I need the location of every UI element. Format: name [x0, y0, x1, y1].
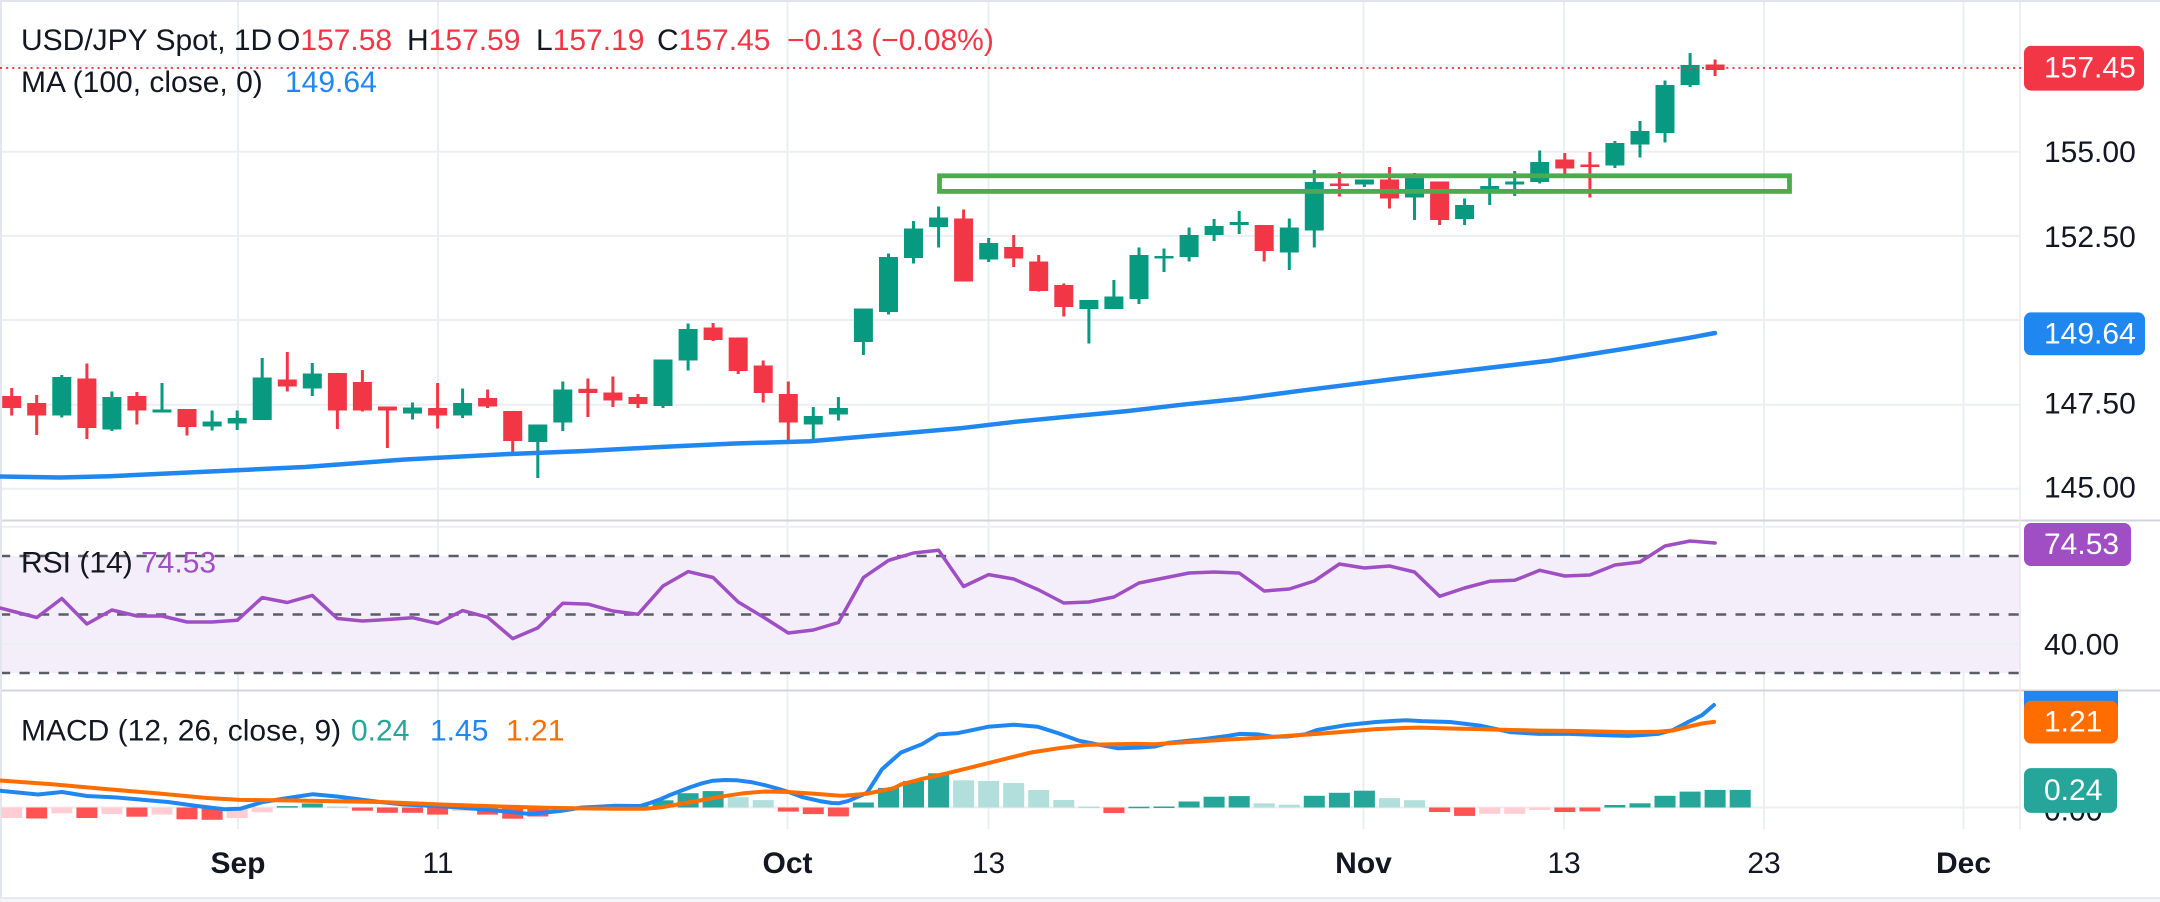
svg-text:152.50: 152.50	[2044, 221, 2136, 254]
svg-text:40.00: 40.00	[2044, 628, 2119, 661]
svg-text:11: 11	[422, 847, 453, 880]
svg-text:145.00: 145.00	[2044, 472, 2136, 505]
svg-text:13: 13	[972, 847, 1005, 880]
svg-text:H157.59: H157.59	[407, 24, 520, 57]
svg-text:155.00: 155.00	[2044, 136, 2136, 169]
svg-text:USD/JPY Spot, 1D: USD/JPY Spot, 1D	[21, 24, 272, 57]
svg-text:13: 13	[1547, 847, 1580, 880]
svg-text:1.21: 1.21	[2044, 706, 2102, 739]
svg-text:O157.58: O157.58	[277, 24, 392, 57]
svg-text:−0.13 (−0.08%): −0.13 (−0.08%)	[787, 24, 994, 57]
svg-text:147.50: 147.50	[2044, 388, 2136, 421]
svg-text:L157.19: L157.19	[536, 24, 644, 57]
svg-text:74.53: 74.53	[2044, 528, 2119, 561]
svg-text:74.53: 74.53	[141, 546, 216, 579]
svg-text:Dec: Dec	[1936, 847, 1991, 880]
svg-text:1.45: 1.45	[430, 714, 488, 747]
svg-text:157.45: 157.45	[2044, 52, 2136, 85]
svg-text:MA (100, close, 0): MA (100, close, 0)	[21, 66, 263, 99]
svg-text:0.24: 0.24	[2044, 774, 2102, 807]
svg-text:0.24: 0.24	[351, 714, 409, 747]
svg-text:Nov: Nov	[1335, 847, 1392, 880]
svg-text:23: 23	[1747, 847, 1780, 880]
svg-text:C157.45: C157.45	[657, 24, 770, 57]
svg-text:149.64: 149.64	[2044, 317, 2136, 350]
svg-text:149.64: 149.64	[285, 66, 377, 99]
svg-text:Oct: Oct	[762, 847, 812, 880]
svg-text:Sep: Sep	[210, 847, 265, 880]
svg-text:1.21: 1.21	[506, 714, 564, 747]
svg-text:MACD (12, 26, close, 9): MACD (12, 26, close, 9)	[21, 714, 341, 747]
svg-text:RSI (14): RSI (14)	[21, 546, 133, 579]
